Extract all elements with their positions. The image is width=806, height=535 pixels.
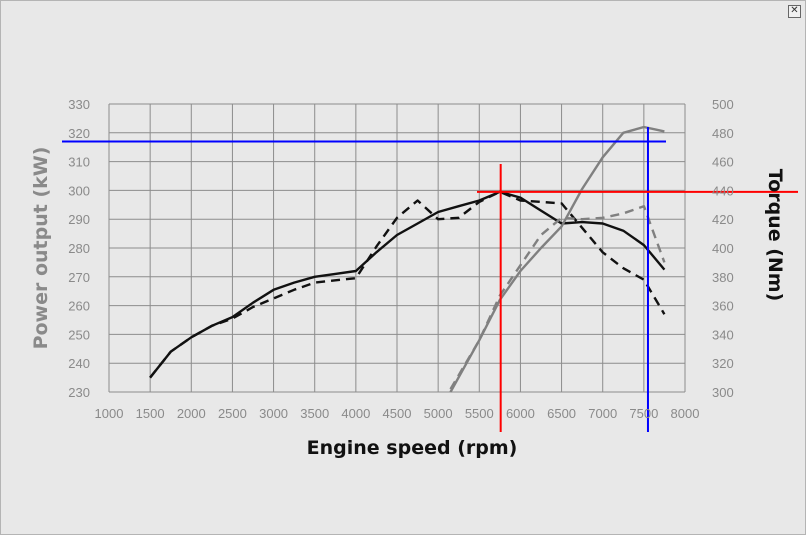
x-tick-label-11: 6500 xyxy=(547,406,576,421)
x-tick-label-6: 4000 xyxy=(341,406,370,421)
x-tick-label-3: 2500 xyxy=(218,406,247,421)
y-tick-label-5: 280 xyxy=(68,241,90,256)
y2-tick-label-4: 380 xyxy=(712,270,734,285)
y-tick-label-4: 270 xyxy=(68,270,90,285)
series-line-3-torque-dashed xyxy=(449,204,666,390)
y2-tick-label-2: 340 xyxy=(712,327,734,342)
x-tick-label-7: 4500 xyxy=(383,406,412,421)
x-tick-label-14: 8000 xyxy=(671,406,700,421)
y2-tick-label-0: 300 xyxy=(712,385,734,400)
x-tick-label-5: 3500 xyxy=(300,406,329,421)
x-tick-label-2: 2000 xyxy=(177,406,206,421)
y2-tick-label-10: 500 xyxy=(712,97,734,112)
y-tick-label-10: 330 xyxy=(68,97,90,112)
x-tick-label-8: 5000 xyxy=(424,406,453,421)
y-tick-label-0: 230 xyxy=(68,385,90,400)
x-tick-label-9: 5500 xyxy=(465,406,494,421)
y-tick-label-8: 310 xyxy=(68,155,90,170)
series-line-1-power-dashed xyxy=(149,190,666,379)
x-tick-label-0: 1000 xyxy=(95,406,124,421)
x-tick-label-13: 7500 xyxy=(629,406,658,421)
x-tick-label-12: 7000 xyxy=(588,406,617,421)
series-line-0-power-solid xyxy=(149,190,666,379)
x-axis-label: Engine speed (rpm) xyxy=(307,437,518,459)
y2-tick-labels: 300 320 340 360 380 400 420 440 460 480 500 xyxy=(712,97,734,400)
series-line-2-torque-solid xyxy=(449,125,665,393)
x-tick-label-4: 3000 xyxy=(259,406,288,421)
y-tick-label-9: 320 xyxy=(68,126,90,141)
y-tick-label-3: 260 xyxy=(68,299,90,314)
y2-tick-label-7: 440 xyxy=(712,183,734,198)
y2-tick-label-6: 420 xyxy=(712,212,734,227)
y-axis-label-right: Torque (Nm) xyxy=(764,169,786,302)
y-tick-label-6: 290 xyxy=(68,212,90,227)
x-tick-labels: 1000 1500 2000 2500 3000 3500 4000 4500 5000 5500… xyxy=(95,406,700,421)
y2-tick-label-5: 400 xyxy=(712,241,734,256)
close-icon[interactable]: ✕ xyxy=(788,5,801,18)
y-axis-label-left: Power output (kW) xyxy=(30,147,52,350)
y-tick-labels: 230 240 250 260 270 280 290 300 310 320 330 xyxy=(68,97,90,400)
y-tick-label-2: 250 xyxy=(68,327,90,342)
annotation-lines xyxy=(62,127,798,432)
y-tick-label-7: 300 xyxy=(68,183,90,198)
series-group xyxy=(149,125,666,393)
y2-tick-label-9: 480 xyxy=(712,126,734,141)
y-tick-label-1: 240 xyxy=(68,356,90,371)
x-tick-label-1: 1500 xyxy=(136,406,165,421)
y2-tick-label-8: 460 xyxy=(712,155,734,170)
grid xyxy=(108,103,686,393)
y2-tick-label-3: 360 xyxy=(712,299,734,314)
x-tick-label-10: 6000 xyxy=(506,406,535,421)
y2-tick-label-1: 320 xyxy=(712,356,734,371)
